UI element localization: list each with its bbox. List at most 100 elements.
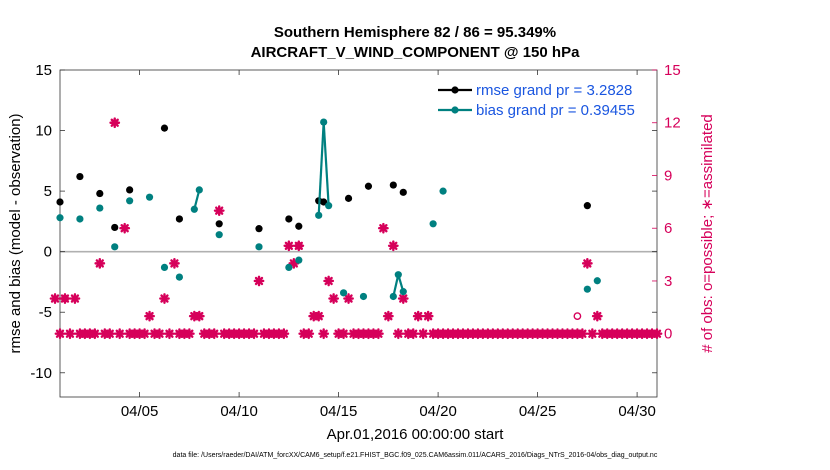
y-right-tick-label: 12 <box>664 115 681 132</box>
bias-point <box>315 211 323 219</box>
bias-point <box>96 204 104 212</box>
y-tick-label: 10 <box>35 123 52 140</box>
rmse-point <box>389 181 397 189</box>
bias-point <box>389 292 397 301</box>
bias-point <box>215 231 223 239</box>
obs-assimilated-marker <box>159 293 170 304</box>
rmse-point <box>344 194 353 202</box>
obs-assimilated-marker <box>69 293 81 304</box>
plot-frame <box>59 69 658 398</box>
obs-assimilated-marker <box>343 293 354 304</box>
rmse-point <box>255 225 263 233</box>
obs-count-zero-marker <box>417 328 429 340</box>
rmse-point <box>320 198 328 206</box>
obs-assimilated-marker <box>253 275 265 287</box>
bias-segment <box>322 122 330 206</box>
obs-count-zero-marker <box>208 328 220 340</box>
rmse-point <box>285 215 293 223</box>
y-right-tick-label: 0 <box>664 326 672 343</box>
bias-point <box>175 273 183 281</box>
rmse-point <box>56 198 64 206</box>
y-axis-label: rmse and bias (model - observation) <box>7 113 24 353</box>
bias-point <box>439 187 447 195</box>
y-right-axis-label: # of obs: o=possible; ∗=assimilated <box>699 114 716 353</box>
bias-point <box>320 118 328 126</box>
bias-point <box>126 197 134 205</box>
bias-point <box>359 292 368 301</box>
obs-assimilated-marker <box>109 117 121 129</box>
obs-count-zero-marker <box>392 328 404 340</box>
obs-assimilated-marker <box>591 310 603 322</box>
obs-count-zero-marker <box>407 328 419 340</box>
obs-assimilated-marker <box>422 310 434 322</box>
legend-bias-label: bias grand pr = 0.39455 <box>476 102 635 119</box>
bias-point <box>195 186 203 194</box>
obs-count-zero-marker <box>154 328 165 340</box>
obs-assimilated-marker <box>377 222 389 234</box>
obs-possible-marker <box>61 294 69 303</box>
y-right-tick-label: 15 <box>664 62 681 79</box>
legend-rmse-label: rmse grand pr = 3.2828 <box>476 82 632 99</box>
y-tick-label: 5 <box>44 183 52 200</box>
y-right-tick-label: 3 <box>664 273 672 290</box>
bias-point <box>325 202 333 210</box>
x-tick-label: 04/25 <box>519 403 557 420</box>
x-tick-label: 04/30 <box>618 403 656 420</box>
obs-assimilated-marker <box>169 257 180 269</box>
obs-count-zero-marker <box>64 328 76 340</box>
y-tick-label: 15 <box>35 62 52 79</box>
rmse-point <box>364 182 373 190</box>
obs-count-zero-marker <box>54 328 66 340</box>
obs-count-zero-marker <box>586 328 598 340</box>
bias-point <box>339 289 348 297</box>
bias-segment <box>392 274 400 297</box>
obs-assimilated-marker <box>382 310 394 322</box>
bias-point <box>593 277 601 285</box>
bias-point <box>429 220 437 228</box>
y-tick-label: -5 <box>39 304 52 321</box>
legend-rmse-marker <box>451 86 459 94</box>
x-tick-label: 04/15 <box>320 403 358 420</box>
obs-assimilated-marker <box>49 293 61 304</box>
bias-point <box>583 285 591 293</box>
x-tick-label: 04/10 <box>220 403 258 420</box>
obs-assimilated-marker <box>323 275 335 287</box>
x-axis-label: Apr.01,2016 00:00:00 start <box>326 426 504 443</box>
obs-count-zero-marker <box>89 328 101 340</box>
rmse-point <box>126 186 134 194</box>
bias-point <box>160 263 169 272</box>
x-tick-label: 04/05 <box>121 403 159 420</box>
obs-assimilated-marker <box>412 310 424 322</box>
obs-assimilated-marker <box>283 240 295 252</box>
obs-count-zero-marker <box>576 328 588 340</box>
obs-count-zero-marker <box>114 328 126 340</box>
obs-count-zero-marker <box>248 328 260 340</box>
bias-point <box>145 193 154 201</box>
data-file-footer: data file: /Users/raeder/DAI/ATM_forcXX/… <box>172 452 658 459</box>
obs-count-zero-marker <box>278 328 290 340</box>
legend: rmse grand pr = 3.2828 bias grand pr = 0.… <box>438 82 635 119</box>
rmse-point <box>160 124 169 132</box>
rmse-point <box>295 222 303 230</box>
y-right-tick-label: 9 <box>664 167 672 184</box>
obs-count-zero-marker <box>139 328 150 340</box>
chart-subtitle: AIRCRAFT_V_WIND_COMPONENT @ 150 hPa <box>250 44 580 61</box>
obs-count-zero-marker <box>303 328 315 340</box>
bias-point <box>394 271 402 279</box>
obs-assimilated-marker <box>328 293 340 304</box>
rmse-point <box>583 202 591 210</box>
legend-bias-marker <box>451 106 459 114</box>
bias-segment <box>317 122 325 216</box>
obs-count-zero-marker <box>104 328 116 340</box>
obs-assimilated-marker <box>387 240 399 252</box>
y-tick-label: -10 <box>30 365 52 382</box>
rmse-point <box>175 215 183 223</box>
rmse-point <box>96 189 104 198</box>
chart-title: Southern Hemisphere 82 / 86 = 95.349% <box>273 24 557 41</box>
obs-assimilated-marker <box>144 310 155 322</box>
rmse-point <box>399 188 407 196</box>
bias-point <box>190 205 198 213</box>
y-tick-label: 0 <box>44 244 52 261</box>
bias-point <box>76 215 84 223</box>
